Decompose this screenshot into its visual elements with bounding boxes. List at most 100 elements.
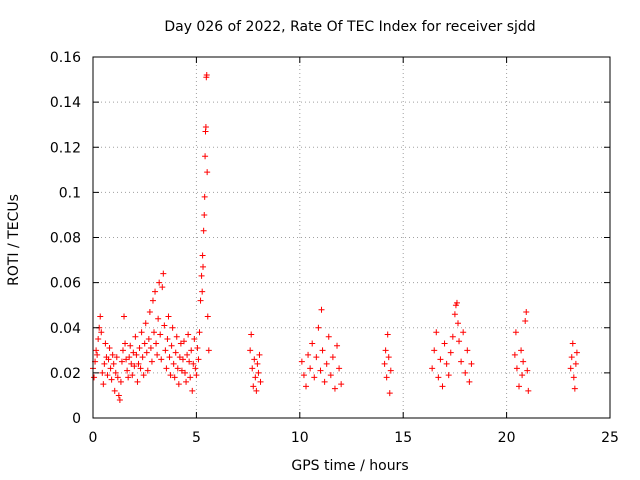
data-point [113, 354, 120, 361]
data-point [196, 329, 203, 336]
data-point [199, 252, 206, 259]
data-point [250, 383, 257, 390]
y-tick-label: 0.02 [50, 366, 81, 382]
data-point [125, 374, 132, 381]
data-point [460, 329, 467, 336]
data-point [458, 358, 465, 365]
data-point [254, 360, 261, 367]
data-point [385, 354, 392, 361]
data-point [512, 329, 519, 336]
data-point [101, 360, 108, 367]
data-point [129, 372, 136, 379]
data-point [568, 354, 575, 361]
y-tick-label: 0.04 [50, 321, 81, 337]
data-point [252, 374, 259, 381]
data-point [384, 331, 391, 338]
data-point [156, 279, 163, 286]
data-point [108, 376, 115, 383]
data-point [155, 315, 162, 322]
data-point [144, 367, 151, 374]
data-point [134, 378, 141, 385]
data-point [513, 365, 520, 372]
data-point [572, 360, 579, 367]
data-point [100, 381, 107, 388]
x-tick-label: 5 [192, 430, 201, 446]
data-point [174, 365, 181, 372]
data-point [147, 345, 154, 352]
x-tick-label: 10 [291, 430, 309, 446]
y-tick-label: 0.16 [50, 50, 81, 66]
data-point [104, 372, 111, 379]
data-point [123, 356, 130, 363]
data-point [107, 365, 114, 372]
data-point [189, 387, 196, 394]
data-point [137, 365, 144, 372]
data-point [298, 358, 305, 365]
data-point [523, 308, 530, 315]
data-point [311, 374, 318, 381]
data-point [451, 311, 458, 318]
data-point [199, 288, 206, 295]
data-point [569, 340, 576, 347]
x-tick-label: 20 [498, 430, 516, 446]
data-point [97, 313, 104, 320]
data-point [98, 329, 105, 336]
data-point [121, 313, 128, 320]
data-point [464, 347, 471, 354]
data-point [321, 378, 328, 385]
x-tick-label: 15 [394, 430, 412, 446]
data-point [149, 297, 156, 304]
data-point [204, 313, 211, 320]
data-point [300, 372, 307, 379]
data-point [445, 372, 452, 379]
data-point [200, 263, 207, 270]
data-point [317, 367, 324, 374]
data-point [175, 381, 182, 388]
data-point [168, 342, 175, 349]
plot-frame [92, 56, 611, 419]
data-point [571, 385, 578, 392]
data-point [309, 340, 316, 347]
data-point [453, 299, 460, 306]
data-point [437, 356, 444, 363]
data-point [141, 340, 148, 347]
data-point [139, 354, 146, 361]
data-point [160, 270, 167, 277]
data-point [200, 227, 207, 234]
data-point [124, 367, 131, 374]
data-point [114, 374, 121, 381]
data-point [130, 349, 137, 356]
data-point [167, 372, 174, 379]
data-point [164, 336, 171, 343]
data-point [119, 347, 126, 354]
data-point [145, 336, 152, 343]
data-point [173, 333, 180, 340]
data-point [115, 392, 122, 399]
data-point [511, 351, 518, 358]
data-point [161, 322, 168, 329]
data-point [158, 356, 165, 363]
y-tick-label: 0.08 [50, 231, 81, 247]
data-point [567, 365, 574, 372]
data-point [338, 381, 345, 388]
data-point [251, 356, 258, 363]
data-point [146, 308, 153, 315]
data-point [520, 358, 527, 365]
data-point [110, 360, 117, 367]
data-point [327, 372, 334, 379]
data-point [516, 383, 523, 390]
data-point [329, 354, 336, 361]
data-point [106, 345, 113, 352]
y-tick-label: 0.14 [50, 95, 81, 111]
data-point [135, 360, 142, 367]
data-point [112, 369, 119, 376]
data-point [195, 356, 202, 363]
data-point [171, 374, 178, 381]
data-point [157, 331, 164, 338]
data-point [439, 383, 446, 390]
data-point [133, 351, 140, 358]
data-point [447, 349, 454, 356]
data-point [524, 367, 531, 374]
data-point [387, 367, 394, 374]
data-point [192, 365, 199, 372]
